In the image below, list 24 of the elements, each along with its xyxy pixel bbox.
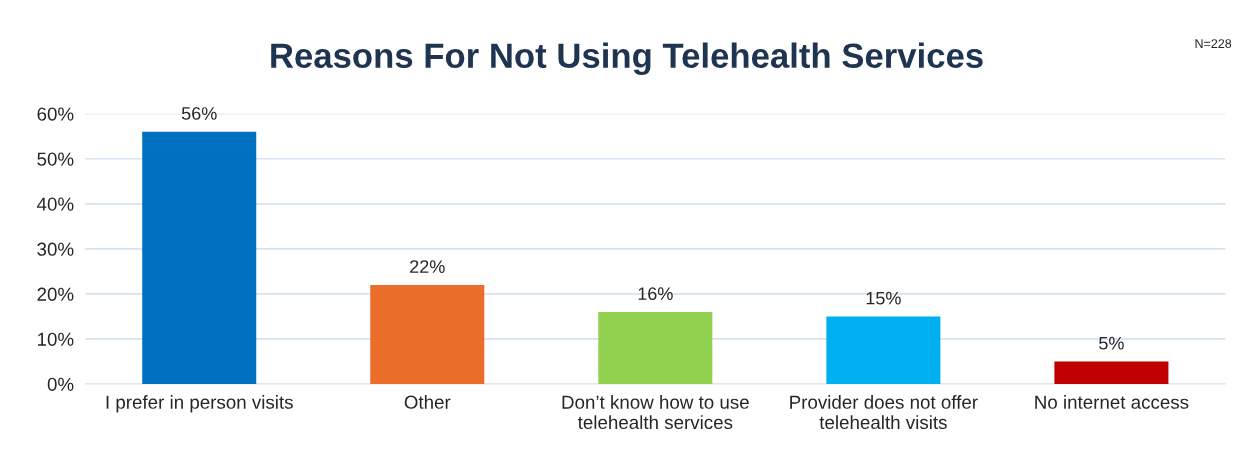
y-tick-label: 40% <box>37 197 74 211</box>
x-tick-label: No internet access <box>1035 395 1189 409</box>
y-tick-label: 20% <box>37 287 74 301</box>
data-label: 56% <box>181 107 217 120</box>
data-label: 15% <box>866 291 901 305</box>
chart-title: Reasons For Not Using Telehealth Services <box>271 42 983 76</box>
y-tick-label: 30% <box>37 242 74 256</box>
x-tick-label: Other <box>404 395 451 409</box>
x-tick-label: Don’t know how to use telehealth services <box>562 395 749 430</box>
bar <box>826 316 941 384</box>
x-tick-label: I prefer in person visits <box>106 395 293 413</box>
text: N=228 <box>1195 39 1232 49</box>
y-tick-label: 0% <box>47 377 74 391</box>
y-tick-label: 50% <box>37 152 74 166</box>
bar <box>370 284 485 384</box>
x-tick-label: Provider does not offer telehealth visits <box>790 395 978 430</box>
y-tick-label: 60% <box>37 107 74 121</box>
bar <box>598 311 713 384</box>
bar <box>1054 361 1169 384</box>
data-label: 5% <box>1099 336 1124 350</box>
y-tick-label: 10% <box>38 332 74 346</box>
bar <box>142 131 257 384</box>
data-label: 22% <box>410 260 445 273</box>
data-label: 16% <box>638 287 673 301</box>
